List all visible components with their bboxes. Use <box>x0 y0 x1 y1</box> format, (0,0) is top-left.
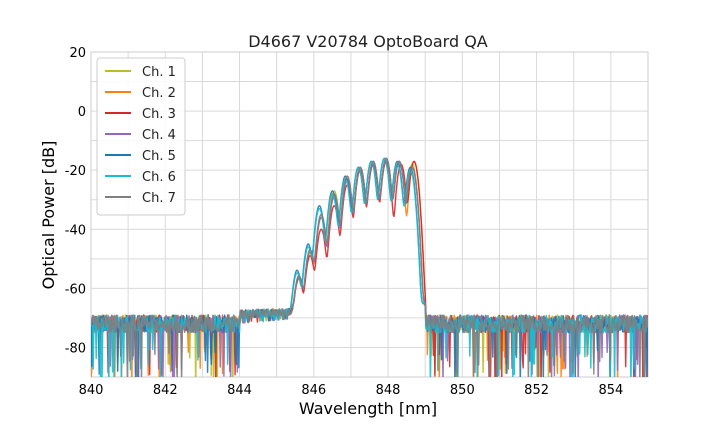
axes: 840 842 844 846 848 850 852 854 20 0 -20 -40 -60 -80 <box>65 46 649 398</box>
x-tick-label: 848 <box>376 383 401 398</box>
x-tick-label: 854 <box>598 383 623 398</box>
x-tick-label: 842 <box>153 383 178 398</box>
y-tick-label: 20 <box>69 46 86 61</box>
y-tick-label: -60 <box>65 282 86 297</box>
legend: Ch. 1 Ch. 2 Ch. 3 Ch. 4 Ch. 5 Ch. 6 Ch. 7 <box>96 57 186 216</box>
legend-label: Ch. 5 <box>142 149 176 164</box>
legend-label: Ch. 6 <box>142 170 176 185</box>
x-tick-label: 846 <box>301 383 326 398</box>
y-tick-label: 0 <box>78 105 86 120</box>
legend-label: Ch. 1 <box>142 65 176 80</box>
x-tick-label: 852 <box>524 383 549 398</box>
chart-title: D4667 V20784 OptoBoard QA <box>248 32 488 51</box>
x-tick-label: 850 <box>450 383 475 398</box>
y-tick-label: -20 <box>65 164 86 179</box>
series-lines <box>91 157 648 377</box>
series-line <box>91 157 648 377</box>
y-tick-label: -80 <box>65 341 86 356</box>
x-tick-label: 840 <box>79 383 104 398</box>
legend-label: Ch. 3 <box>142 107 176 122</box>
x-tick-label: 844 <box>227 383 252 398</box>
y-axis-label: Optical Power [dB] <box>39 141 58 290</box>
legend-label: Ch. 7 <box>142 191 176 206</box>
legend-label: Ch. 4 <box>142 128 176 143</box>
y-tick-label: -40 <box>65 223 86 238</box>
legend-label: Ch. 2 <box>142 86 176 101</box>
x-axis-label: Wavelength [nm] <box>299 399 437 418</box>
plot-frame <box>90 51 649 378</box>
